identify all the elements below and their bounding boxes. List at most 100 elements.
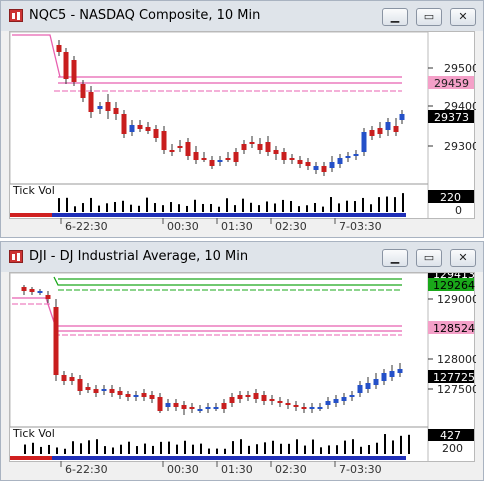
candle-body: [165, 403, 171, 407]
candle: [85, 383, 91, 393]
time-axis: 6-22:30 00:30 01:30 02:30 7-03:30: [60, 218, 382, 233]
chart-panel[interactable]: 129413 129264 129000 128524 128000 12772…: [9, 268, 479, 463]
maximize-button[interactable]: ▭: [416, 249, 442, 267]
candle: [197, 405, 203, 413]
volume-bar: [290, 200, 292, 212]
candle-body: [189, 407, 195, 409]
volume-bar: [170, 202, 172, 212]
volume-bar: [176, 444, 178, 454]
minimize-icon: ▁: [390, 10, 400, 23]
chart-window-dji: DJI - DJ Industrial Average, 10 Min ▁ ▭ …: [0, 241, 484, 481]
volume-bar: [96, 439, 98, 454]
minimize-button[interactable]: ▁: [382, 249, 408, 267]
candle: [253, 389, 259, 403]
volume-bar: [352, 439, 354, 454]
candle: [365, 377, 371, 393]
price-chart-svg[interactable]: 29500 29400 29300 29459 29373 Tick Vol 2…: [9, 31, 479, 220]
volume-bar: [218, 206, 220, 212]
volume-bar: [370, 204, 372, 212]
candle-body: [309, 407, 315, 409]
candle-body: [237, 395, 243, 399]
window-titlebar[interactable]: DJI - DJ Industrial Average, 10 Min ▁ ▭ …: [1, 242, 483, 272]
candle: [169, 144, 175, 156]
candle-body: [313, 166, 319, 170]
candle: [93, 385, 99, 397]
volume-bar: [80, 443, 82, 454]
candle: [345, 152, 351, 162]
candle: [381, 369, 387, 385]
volume-bar: [248, 445, 250, 454]
volume-bar: [274, 203, 276, 212]
minimize-button[interactable]: ▁: [382, 8, 408, 26]
window-titlebar[interactable]: NQC5 - NASDAQ Composite, 10 Min ▁ ▭ ✕: [1, 1, 483, 31]
price-chart-svg[interactable]: 129413 129264 129000 128524 128000 12772…: [9, 268, 479, 463]
candle: [88, 86, 94, 118]
volume-bar: [56, 447, 58, 454]
candle: [277, 397, 283, 407]
volume-bar: [104, 446, 106, 454]
candle-body: [261, 395, 267, 401]
candle: [63, 48, 69, 84]
volume-bar: [184, 440, 186, 454]
close-button[interactable]: ✕: [450, 249, 476, 267]
volume-bar: [408, 434, 410, 454]
candle: [349, 391, 355, 401]
close-icon: ✕: [458, 251, 468, 264]
last-price-text: 29373: [434, 111, 469, 124]
candle: [369, 126, 375, 140]
candle-body: [361, 132, 367, 152]
close-button[interactable]: ✕: [450, 8, 476, 26]
candle: [141, 389, 147, 401]
volume-bar: [330, 197, 332, 212]
candle: [213, 403, 219, 411]
candle: [257, 138, 263, 154]
vol-marker-text: 427: [440, 429, 461, 442]
volume-bar: [136, 446, 138, 454]
candle-body: [197, 409, 203, 411]
candle-body: [233, 152, 239, 162]
volume-bar: [306, 205, 308, 212]
candle: [373, 373, 379, 389]
candle-body: [365, 383, 371, 389]
candle-body: [333, 399, 339, 403]
candle-body: [29, 289, 35, 292]
candle-body: [373, 379, 379, 385]
candle: [77, 375, 83, 395]
time-label: 01:30: [221, 220, 253, 233]
candle-body: [177, 146, 183, 148]
volume-bar: [354, 201, 356, 212]
candle: [353, 150, 359, 160]
volume-bar: [240, 439, 242, 454]
maximize-button[interactable]: ▭: [416, 8, 442, 26]
candles: [56, 40, 405, 176]
volume-bar: [234, 205, 236, 212]
candle-body: [325, 401, 331, 405]
candle: [177, 140, 183, 152]
vol-axis-label: 200: [442, 442, 463, 455]
time-label: 00:30: [167, 463, 199, 476]
candle-body: [377, 128, 383, 134]
price-marker-text: 29459: [434, 77, 469, 90]
volume-bar: [368, 445, 370, 454]
candle-body: [393, 126, 399, 132]
candle-body: [117, 391, 123, 395]
volume-bar: [154, 203, 156, 212]
candle-body: [209, 160, 215, 166]
candle-body: [53, 307, 59, 375]
volume-bar: [282, 199, 284, 212]
volume-bar: [202, 203, 204, 212]
close-icon: ✕: [458, 10, 468, 23]
candle-body: [345, 156, 351, 158]
volume-bar: [208, 448, 210, 454]
chart-panel[interactable]: 29500 29400 29300 29459 29373 Tick Vol 2…: [9, 31, 479, 220]
candle: [101, 385, 107, 395]
time-label: 7-03:30: [339, 220, 382, 233]
volume-bar: [178, 204, 180, 212]
volume-bar: [64, 448, 66, 454]
candle: [165, 399, 171, 411]
volume-bar: [72, 441, 74, 454]
last-price-marker: [428, 370, 474, 383]
candle-body: [321, 166, 327, 172]
candle: [153, 125, 159, 142]
candle-body: [221, 403, 227, 409]
